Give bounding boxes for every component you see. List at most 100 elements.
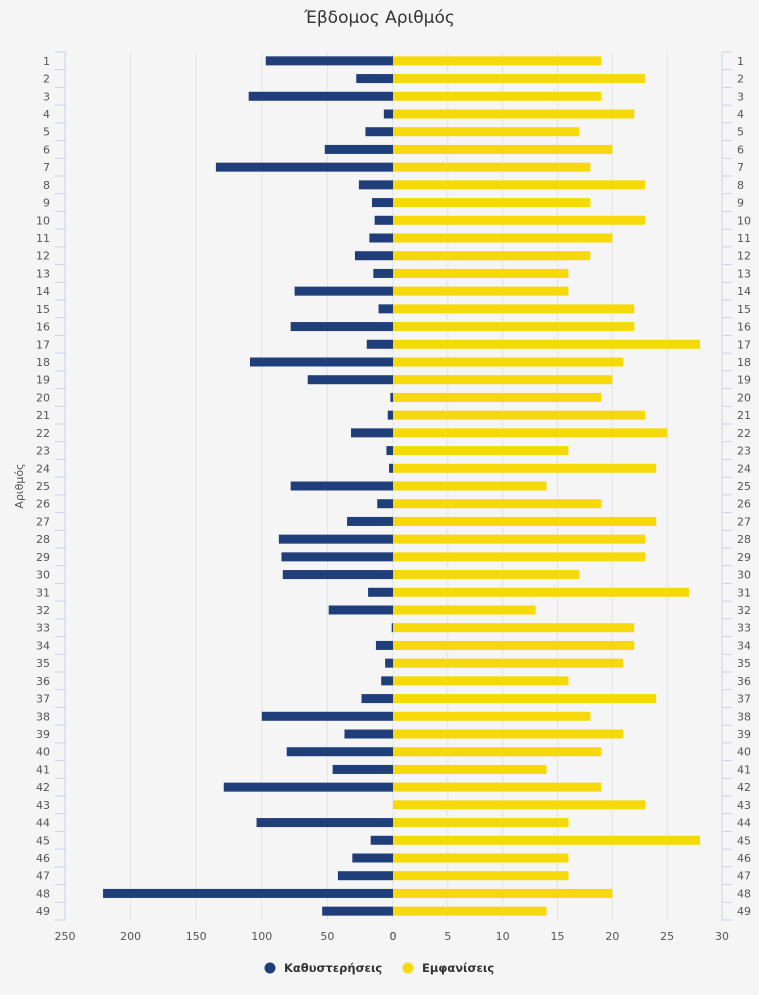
bar-delays-48[interactable] [103,888,393,898]
bar-delays-17[interactable] [366,339,393,349]
bar-delays-10[interactable] [374,215,393,225]
bar-delays-38[interactable] [261,711,393,721]
bar-delays-12[interactable] [354,251,393,261]
bar-delays-7[interactable] [215,162,393,172]
bar-delays-1[interactable] [265,56,393,66]
bar-delays-28[interactable] [278,534,393,544]
bar-delays-32[interactable] [328,605,393,615]
bar-delays-19[interactable] [307,375,393,385]
bar-appearances-11[interactable] [393,233,613,243]
bar-appearances-12[interactable] [393,251,591,261]
bar-delays-13[interactable] [373,268,393,278]
bar-appearances-34[interactable] [393,640,635,650]
bar-delays-20[interactable] [390,392,393,402]
bar-appearances-10[interactable] [393,215,646,225]
bar-appearances-23[interactable] [393,446,569,456]
bar-delays-6[interactable] [324,144,393,154]
bar-appearances-35[interactable] [393,658,624,668]
bar-appearances-14[interactable] [393,286,569,296]
bar-delays-4[interactable] [383,109,393,119]
bar-delays-47[interactable] [337,871,393,881]
bar-appearances-7[interactable] [393,162,591,172]
bar-appearances-45[interactable] [393,835,701,845]
bar-delays-3[interactable] [248,91,393,101]
bar-appearances-25[interactable] [393,481,547,491]
bar-appearances-44[interactable] [393,818,569,828]
bar-appearances-30[interactable] [393,570,580,580]
bar-delays-34[interactable] [375,640,393,650]
bar-delays-5[interactable] [365,127,393,137]
bar-delays-15[interactable] [378,304,393,314]
bar-delays-18[interactable] [249,357,393,367]
bar-appearances-33[interactable] [393,623,635,633]
bar-delays-16[interactable] [290,322,393,332]
bar-appearances-17[interactable] [393,339,701,349]
bar-appearances-2[interactable] [393,74,646,84]
bar-delays-22[interactable] [351,428,393,438]
bar-appearances-20[interactable] [393,392,602,402]
legend-marker-appearances[interactable] [402,962,414,974]
bar-appearances-36[interactable] [393,676,569,686]
bar-appearances-18[interactable] [393,357,624,367]
bar-appearances-16[interactable] [393,322,635,332]
bar-delays-25[interactable] [290,481,393,491]
bar-appearances-1[interactable] [393,56,602,66]
bar-appearances-8[interactable] [393,180,646,190]
bar-appearances-48[interactable] [393,888,613,898]
bar-delays-45[interactable] [370,835,393,845]
bar-delays-21[interactable] [387,410,393,420]
bar-delays-9[interactable] [372,198,393,208]
bar-delays-29[interactable] [281,552,393,562]
bar-delays-44[interactable] [256,818,393,828]
legend-label-appearances[interactable]: Εμφανίσεις [422,961,494,975]
bar-appearances-26[interactable] [393,499,602,509]
bar-appearances-15[interactable] [393,304,635,314]
bar-appearances-22[interactable] [393,428,668,438]
bar-appearances-39[interactable] [393,729,624,739]
bar-delays-39[interactable] [344,729,393,739]
bar-appearances-9[interactable] [393,198,591,208]
legend-marker-delays[interactable] [264,962,276,974]
bar-appearances-32[interactable] [393,605,536,615]
bar-appearances-21[interactable] [393,410,646,420]
bar-appearances-47[interactable] [393,871,569,881]
legend[interactable]: Καθυστερήσεις Εμφανίσεις [264,961,495,975]
bar-delays-14[interactable] [294,286,393,296]
bar-appearances-3[interactable] [393,91,602,101]
legend-label-delays[interactable]: Καθυστερήσεις [284,961,382,975]
bar-delays-24[interactable] [389,463,393,473]
bar-appearances-27[interactable] [393,516,657,526]
bar-delays-11[interactable] [369,233,393,243]
bar-delays-26[interactable] [377,499,393,509]
bar-delays-49[interactable] [322,906,393,916]
bar-delays-8[interactable] [358,180,393,190]
bar-appearances-28[interactable] [393,534,646,544]
bar-appearances-6[interactable] [393,144,613,154]
bar-appearances-42[interactable] [393,782,602,792]
bar-delays-35[interactable] [385,658,393,668]
bar-appearances-38[interactable] [393,711,591,721]
bar-delays-40[interactable] [286,747,393,757]
bar-appearances-43[interactable] [393,800,646,810]
bar-appearances-24[interactable] [393,463,657,473]
bar-appearances-13[interactable] [393,268,569,278]
bar-delays-27[interactable] [347,516,393,526]
bar-delays-33[interactable] [391,623,393,633]
bar-appearances-5[interactable] [393,127,580,137]
bar-delays-46[interactable] [352,853,393,863]
bar-delays-23[interactable] [386,446,393,456]
bar-appearances-40[interactable] [393,747,602,757]
bar-appearances-41[interactable] [393,764,547,774]
bar-appearances-31[interactable] [393,587,690,597]
bar-appearances-19[interactable] [393,375,613,385]
bar-delays-37[interactable] [361,694,393,704]
bar-delays-36[interactable] [381,676,393,686]
bar-delays-2[interactable] [356,74,393,84]
bar-delays-41[interactable] [332,764,393,774]
bar-delays-31[interactable] [368,587,393,597]
bar-appearances-4[interactable] [393,109,635,119]
bar-appearances-37[interactable] [393,694,657,704]
bar-appearances-46[interactable] [393,853,569,863]
bar-appearances-49[interactable] [393,906,547,916]
bar-appearances-29[interactable] [393,552,646,562]
